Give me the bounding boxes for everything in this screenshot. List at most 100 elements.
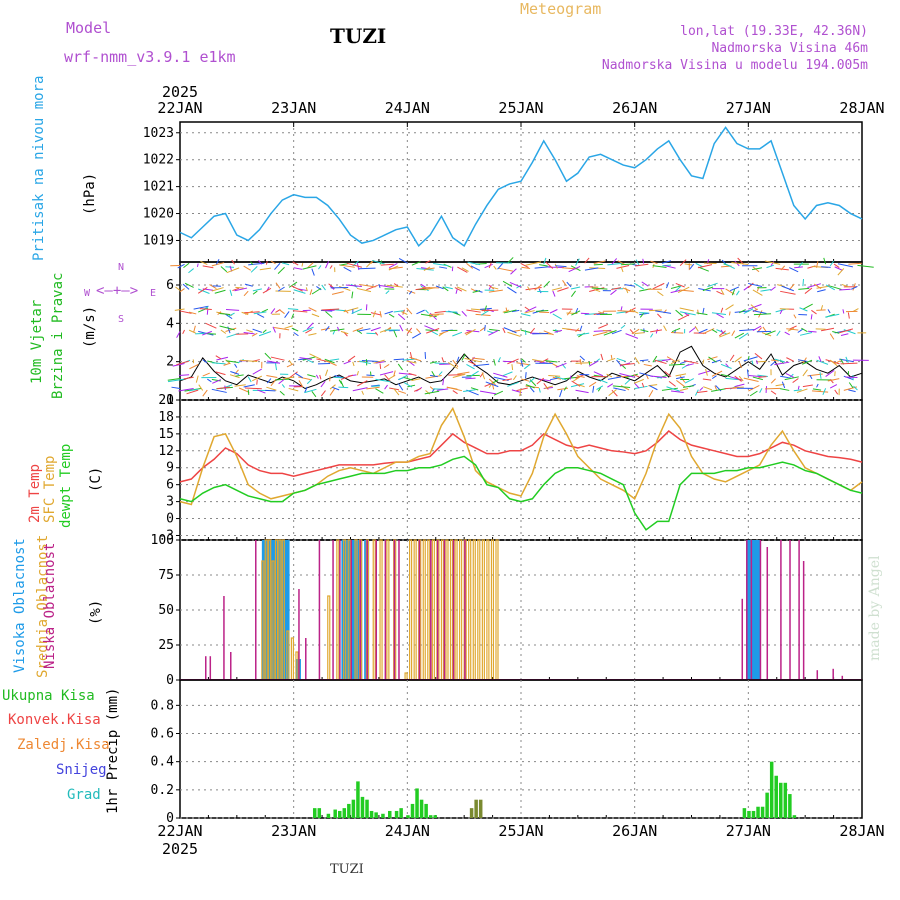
x-bottom-label: 23JAN [271, 822, 316, 840]
wind-arrow [801, 327, 808, 333]
wind-arrow [243, 290, 249, 297]
wind-arrow [545, 360, 558, 363]
wind-arrow [825, 313, 840, 318]
wind-arrow [293, 289, 306, 294]
wind-arrow [279, 309, 285, 315]
wind-arrow [252, 290, 258, 295]
wind-arrow [607, 383, 614, 388]
wind-arrow [534, 266, 551, 269]
wind-arrow [361, 390, 365, 395]
wind-arrow [703, 386, 713, 391]
wind-arrow [554, 376, 567, 381]
wind-arrow [661, 387, 678, 391]
cloud-ytick-label: 100 [151, 533, 174, 548]
x-bottom-label: 27JAN [726, 822, 771, 840]
wind-arrow [188, 311, 197, 315]
wind-arrow [176, 360, 190, 366]
wind-arrow [801, 359, 813, 365]
coords-label: lon,lat (19.33E, 42.36N) [680, 24, 868, 39]
wind-arrow [680, 311, 696, 316]
wind-arrow [338, 285, 351, 291]
wind-arrow [702, 286, 714, 292]
cloud-bar-1 [372, 539, 376, 681]
wind-arrow [728, 311, 731, 316]
wind-arrow [598, 324, 608, 329]
precip-bar [469, 808, 474, 818]
wind-arrow [331, 291, 344, 295]
wind-arrow [509, 281, 522, 288]
wind-arrow [216, 356, 229, 361]
wind-arrow [616, 359, 622, 366]
wind-arrow [366, 261, 373, 268]
wind-arrow [617, 310, 635, 313]
wind-arrow [178, 388, 194, 392]
cloud-bar-1 [409, 539, 413, 681]
wind-arrow [675, 373, 687, 377]
wind-arrow [723, 262, 735, 269]
wind-arrow [252, 368, 262, 375]
wind-arrow [568, 265, 581, 273]
wind-arrow [839, 328, 854, 334]
wind-arrow [308, 307, 317, 312]
precip-bar [360, 796, 365, 818]
wind-arrow [748, 384, 760, 392]
wind-arrow [409, 356, 422, 362]
wind-arrow [488, 378, 496, 386]
wind-arrow [719, 332, 731, 338]
wind-arrow [837, 268, 845, 276]
wind-arrow [724, 387, 740, 390]
wind-arrow [725, 304, 734, 311]
wind-arrow [592, 331, 608, 337]
wind-arrow [219, 325, 235, 331]
wind-arrow [441, 357, 445, 363]
wind-arrow [452, 373, 466, 378]
wind-arrow [216, 386, 231, 390]
wind-arrow [302, 265, 317, 270]
wind-arrow [294, 372, 304, 379]
wind-arrow [642, 258, 645, 264]
wind-arrow [796, 388, 808, 393]
wind-arrow [384, 374, 391, 382]
wind-arrow [606, 373, 613, 378]
wind-arrow [787, 327, 795, 332]
wind-arrow [699, 387, 704, 391]
wind-arrow [252, 328, 263, 333]
wind-arrow [823, 257, 827, 265]
wind-arrow [188, 268, 194, 274]
wind-arrow [302, 326, 314, 333]
wind-arrow [411, 261, 421, 266]
wind-arrow [774, 358, 785, 363]
wind-arrow [833, 263, 840, 268]
wind-arrow [575, 328, 580, 333]
cloud-bar-2 [384, 540, 387, 680]
wind-arrow [538, 387, 541, 393]
precip-bar [765, 792, 769, 818]
precip-bar [783, 782, 788, 818]
wind-arrow [676, 379, 685, 388]
cloud-bar-2 [841, 675, 844, 680]
wind-arrow [274, 363, 278, 371]
precip-bar [756, 806, 760, 818]
wind-arrow [734, 356, 742, 363]
wind-arrow [555, 362, 567, 368]
wind-arrow [811, 390, 829, 393]
wind-arrow [571, 380, 581, 387]
wind-arrow [361, 360, 379, 362]
wind-arrow [388, 266, 403, 270]
precip-ytick-label: 0.8 [151, 698, 174, 713]
wind-arrow [549, 309, 558, 314]
wind-arrow [197, 287, 208, 294]
wind-arrow [211, 262, 225, 267]
cloud-bar-2 [375, 540, 378, 680]
wind-arrow [457, 371, 470, 375]
wind-arrow [456, 286, 467, 292]
wind-arrow [702, 307, 705, 314]
wind-arrow [809, 374, 813, 380]
wind-arrow [666, 356, 676, 363]
cloud-bar-2 [780, 540, 782, 680]
legend-graupel: Grad [67, 787, 101, 803]
wind-arrow [288, 371, 298, 379]
wind-arrow [532, 358, 544, 363]
wind-arrow [492, 379, 499, 384]
wind-arrow [747, 355, 750, 360]
